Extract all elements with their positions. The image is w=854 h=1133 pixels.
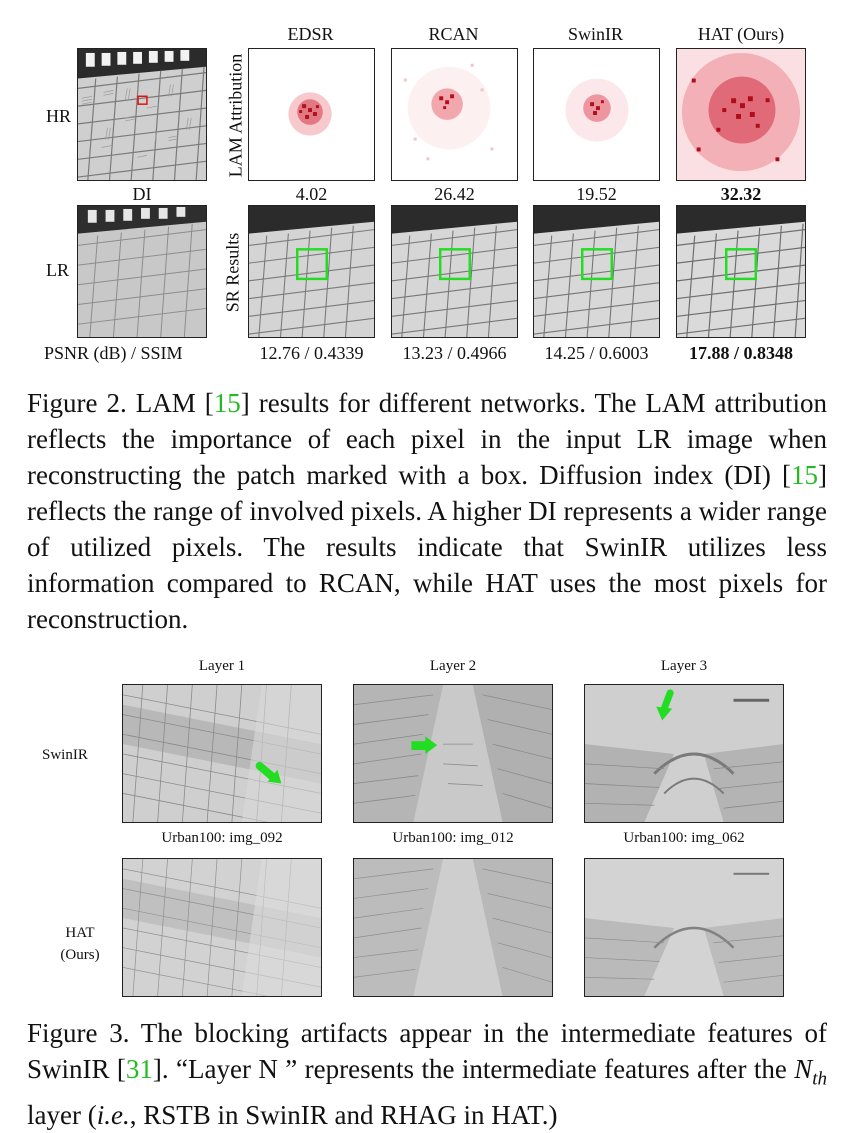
caption-text: layer (	[27, 1100, 97, 1131]
di-value-rcan: 26.42	[434, 184, 475, 204]
sr-result-edsr	[248, 205, 375, 338]
caption-text: ] reflects the range of involved pixels.…	[27, 460, 827, 634]
di-value-hat: 32.32	[720, 184, 762, 204]
hr-image	[77, 48, 207, 181]
row-label-hat: HAT (Ours)	[45, 922, 115, 966]
di-value-swinir: 19.52	[576, 184, 617, 204]
figure-3-caption: Figure 3. The blocking artifacts appear …	[27, 1015, 827, 1133]
hat-layer1-feature	[122, 858, 322, 997]
column-label-swinir: SwinIR	[567, 24, 623, 44]
caption-text: Figure 3. The blocking artifacts appear …	[27, 1018, 827, 1084]
image-name-092: Urban100: img_092	[161, 830, 283, 846]
column-label-hat: HAT (Ours)	[697, 24, 785, 44]
image-name-012: Urban100: img_012	[392, 830, 514, 846]
figure-2-caption: Figure 2. LAM [15] results for different…	[27, 385, 827, 637]
swinir-layer1-feature	[122, 684, 322, 823]
math-n: N	[794, 1054, 813, 1084]
metric-label: PSNR (dB) / SSIM	[44, 343, 183, 363]
lam-attribution-rcan	[391, 48, 518, 181]
swinir-layer3-feature	[584, 684, 784, 823]
row-label-swinir: SwinIR	[42, 747, 88, 763]
layer-label-2: Layer 2	[429, 658, 477, 674]
metric-value-swinir: 14.25 / 0.6003	[544, 343, 649, 363]
lam-attribution-edsr	[248, 48, 375, 181]
layer-label-1: Layer 1	[198, 658, 246, 674]
hat-layer3-feature	[584, 858, 784, 997]
row-label-hr: HR	[46, 106, 72, 126]
lam-attribution-hat	[676, 48, 806, 181]
hat-layer2-feature	[353, 858, 553, 997]
column-label-edsr: EDSR	[287, 24, 334, 44]
lam-attribution-swinir	[533, 48, 660, 181]
caption-text: Figure 2. LAM [	[27, 388, 214, 418]
di-label: DI	[132, 184, 152, 204]
sr-result-rcan	[391, 205, 518, 338]
sr-result-hat	[676, 205, 806, 338]
caption-text: , RSTB in SwinIR and RHAG in HAT.)	[129, 1100, 558, 1131]
metric-value-hat: 17.88 / 0.8348	[688, 343, 793, 363]
sr-result-swinir	[533, 205, 660, 338]
vertical-label-lam-attribution: LAM Attribution	[225, 53, 246, 178]
caption-ie: i.e.	[96, 1100, 130, 1131]
swinir-layer2-feature	[353, 684, 553, 823]
row-label-lr: LR	[46, 260, 70, 280]
caption-text: ]. “Layer N ” represents the intermediat…	[152, 1054, 795, 1084]
citation-link[interactable]: 15	[791, 460, 818, 490]
di-value-edsr: 4.02	[295, 184, 328, 204]
row-label-hat-line1: HAT	[65, 925, 95, 941]
metric-value-rcan: 13.23 / 0.4966	[402, 343, 507, 363]
column-label-rcan: RCAN	[428, 24, 479, 44]
layer-label-3: Layer 3	[660, 658, 708, 674]
citation-link[interactable]: 31	[125, 1054, 153, 1084]
vertical-label-sr-results: SR Results	[222, 232, 243, 313]
metric-value-edsr: 12.76 / 0.4339	[259, 343, 364, 363]
caption-text: ] results for different networks. The LA…	[27, 388, 828, 490]
row-label-hat-line2: (Ours)	[60, 947, 100, 963]
image-name-062: Urban100: img_062	[623, 830, 745, 846]
citation-link[interactable]: 15	[213, 388, 241, 418]
lr-image	[77, 205, 207, 338]
math-subscript: th	[812, 1068, 827, 1090]
